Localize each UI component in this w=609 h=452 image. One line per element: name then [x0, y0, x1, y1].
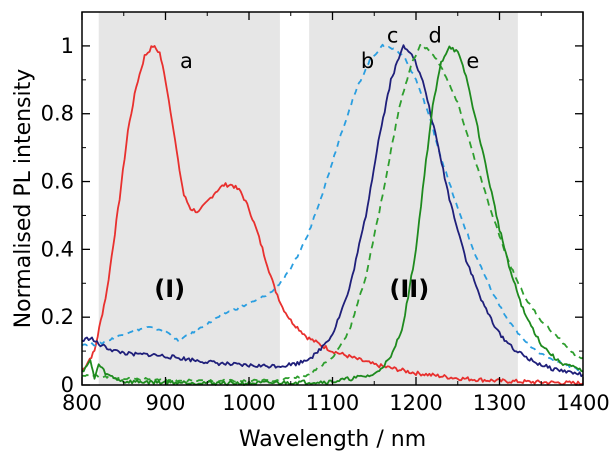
- x-tick-label: 900: [145, 391, 185, 415]
- region-2: [309, 12, 518, 385]
- series-d-label: d: [429, 24, 442, 48]
- series-a-label: a: [180, 49, 193, 73]
- x-tick-label: 1100: [306, 391, 359, 415]
- region-label-1: (I): [154, 275, 185, 303]
- series-c-label: c: [387, 24, 399, 48]
- series-a-line: [81, 45, 584, 386]
- y-tick-label: 1: [61, 34, 74, 58]
- y-tick-label: 0.4: [41, 237, 74, 261]
- region-1: [98, 12, 280, 385]
- y-tick-label: 0.8: [41, 102, 74, 126]
- x-tick-label: 800: [62, 391, 102, 415]
- annotation-labels: (I) (II) a bc de: [154, 24, 479, 303]
- x-tick-label: 1400: [556, 391, 609, 415]
- y-tick-label: 0.2: [41, 305, 74, 329]
- highlight-regions: [98, 12, 518, 385]
- x-tick-label: 1200: [389, 391, 442, 415]
- tick-labels: 800 900 1000 1100 1200 1300 1400 0 0.2 0.4 0.6 0.8 1: [41, 34, 609, 415]
- x-axis-title: Wavelength / nm: [239, 427, 426, 452]
- x-tick-label: 1300: [473, 391, 526, 415]
- y-tick-label: 0.6: [41, 170, 74, 194]
- x-tick-label: 1000: [222, 391, 275, 415]
- series-b-label: b: [361, 49, 374, 73]
- series-b-line: [81, 43, 584, 373]
- series-c-line: [81, 44, 584, 378]
- y-tick-label: 0: [61, 373, 74, 397]
- axis-ticks: [81, 11, 584, 386]
- series-e-label: e: [466, 49, 479, 73]
- region-label-2: (II): [389, 275, 429, 303]
- y-axis-title: Normalised PL intensity: [11, 69, 36, 329]
